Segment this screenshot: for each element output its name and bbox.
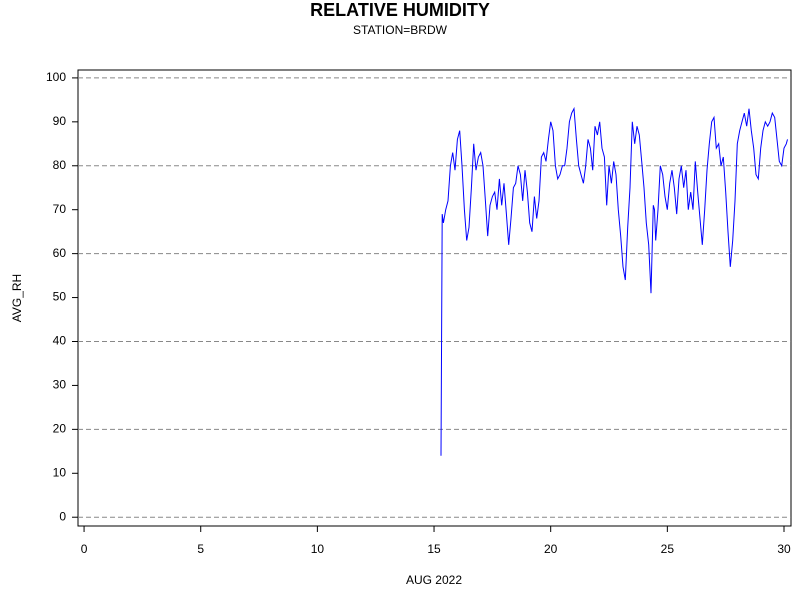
y-tick-label: 0	[59, 509, 66, 523]
x-tick-label: 15	[427, 542, 441, 556]
y-tick-label: 80	[53, 158, 67, 172]
y-tick-label: 20	[53, 422, 67, 436]
y-axis-label: AVG_RH	[10, 274, 24, 322]
x-tick-label: 30	[777, 542, 791, 556]
x-tick-label: 10	[311, 542, 325, 556]
y-tick-label: 30	[53, 378, 67, 392]
x-tick-label: 0	[81, 542, 88, 556]
chart-title: RELATIVE HUMIDITY	[310, 0, 490, 20]
x-axis-label: AUG 2022	[406, 573, 462, 587]
data-line	[440, 106, 788, 456]
plot-frame	[77, 69, 792, 527]
y-tick-label: 60	[53, 246, 67, 260]
x-tick-label: 25	[661, 542, 675, 556]
y-tick-label: 90	[53, 114, 67, 128]
y-tick-label: 70	[53, 202, 67, 216]
y-tick-label: 100	[46, 70, 66, 84]
x-tick-label: 20	[544, 542, 558, 556]
y-tick-label: 40	[53, 334, 67, 348]
y-tick-label: 50	[53, 290, 67, 304]
x-tick-label: 5	[197, 542, 204, 556]
chart-subtitle: STATION=BRDW	[353, 23, 448, 37]
y-tick-label: 10	[53, 465, 67, 479]
